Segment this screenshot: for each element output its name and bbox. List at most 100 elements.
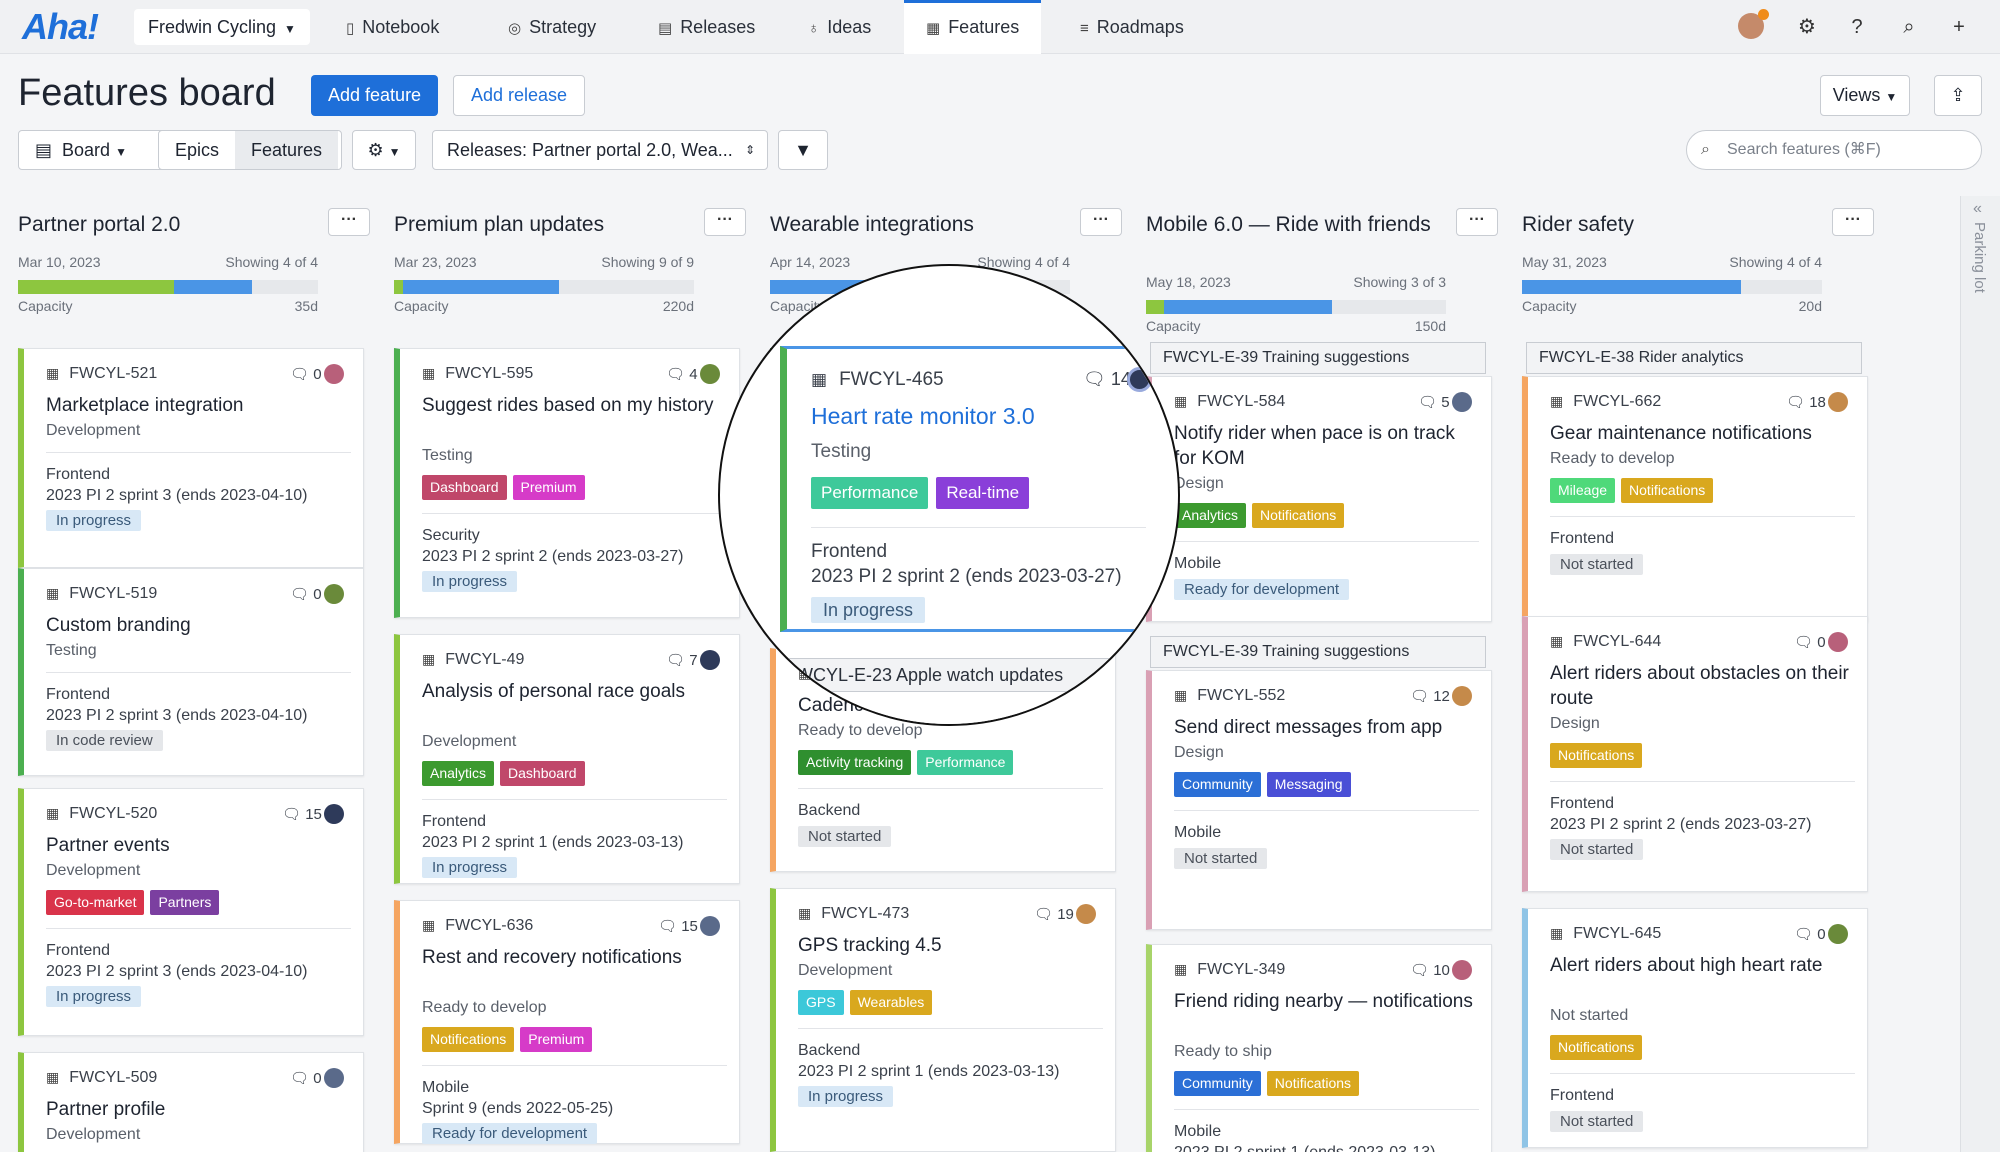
feature-card[interactable]: ▦ FWCYL-473 🗨 19 GPS tracking 4.5 Developm… [770,888,1116,1152]
tag[interactable]: Notifications [1550,743,1643,768]
releases-filter[interactable]: Releases: Partner portal 2.0, Wea... ⇕ [432,130,768,170]
feature-id[interactable]: ▦ FWCYL-644 [1550,633,1661,651]
feature-name[interactable]: Send direct messages from app [1174,717,1443,738]
feature-name[interactable]: Rest and recovery notifications [422,947,682,968]
feature-name[interactable]: Custom branding [46,615,191,636]
comment-count[interactable]: 🗨 0 [1794,925,1826,943]
assignee-avatar[interactable] [700,916,720,936]
add-feature-button[interactable]: Add feature [311,75,439,116]
tag[interactable]: Notifications [1252,503,1345,528]
feature-id[interactable]: ▦ FWCYL-595 [422,365,533,383]
feature-id[interactable]: ▦ FWCYL-662 [1550,393,1661,411]
release-name[interactable]: Rider safety [1522,213,1635,236]
tag[interactable]: Go-to-market [46,890,145,915]
feature-name[interactable]: Partner events [46,835,170,856]
feature-name[interactable]: Heart rate monitor 3.0 [811,403,1035,429]
assignee-avatar[interactable] [1452,392,1472,412]
add-release-button[interactable]: Add release [453,75,586,116]
nav-notebook[interactable]: ▯ Notebook [324,0,461,54]
feature-name[interactable]: Partner profile [46,1099,166,1120]
comment-count[interactable]: 🗨 10 [1410,961,1450,979]
tag[interactable]: Analytics [1174,503,1247,528]
comment-count[interactable]: 🗨 0 [290,585,322,603]
comment-count[interactable]: 🗨 4 [666,365,698,383]
board-view-selector[interactable]: ▤ Board ▼ [18,130,182,170]
assignee-avatar[interactable] [700,650,720,670]
feature-card[interactable]: ▦ FWCYL-349 🗨 10 Friend riding nearby — no… [1146,944,1492,1152]
release-name[interactable]: Mobile 6.0 — Ride with friends [1146,213,1431,236]
comment-count[interactable]: 🗨 14 [1083,369,1131,390]
comment-count[interactable]: 🗨 0 [1794,633,1826,651]
tag[interactable]: Dashboard [500,761,585,786]
comment-count[interactable]: 🗨 19 [1034,905,1074,923]
tag[interactable]: Dashboard [422,475,507,500]
feature-name[interactable]: Alert riders about high heart rate [1550,955,1823,976]
comment-count[interactable]: 🗨 0 [290,1069,322,1087]
assignee-avatar[interactable] [1828,632,1848,652]
tag[interactable]: Premium [520,1027,593,1052]
assignee-avatar[interactable] [324,584,344,604]
aha-logo[interactable]: Aha! [22,6,99,47]
feature-card[interactable]: ▦ FWCYL-49 🗨 7 Analysis of personal race g… [394,634,740,884]
gear-icon[interactable]: ⚙ [1798,16,1816,38]
epic-header[interactable]: FWCYL-E-38 Rider analytics [1526,342,1862,374]
feature-id[interactable]: ▦ FWCYL-473 [798,905,909,923]
feature-card[interactable]: ▦ FWCYL-519 🗨 0 Custom branding Testing Fr… [18,568,364,776]
feature-name[interactable]: Gear maintenance notifications [1550,423,1812,444]
tag[interactable]: Notifications [1550,1035,1643,1060]
feature-id[interactable]: ▦ FWCYL-349 [1174,961,1285,979]
tag[interactable]: Performance [917,750,1014,775]
nav-strategy[interactable]: ◎ Strategy [486,0,618,54]
assignee-avatar[interactable] [1452,960,1472,980]
tag[interactable]: Premium [512,475,585,500]
feature-card[interactable]: ▦ FWCYL-552 🗨 12 Send direct messages from… [1146,670,1492,930]
user-avatar[interactable] [1738,9,1769,39]
parking-lot-panel[interactable]: « Parking lot [1960,196,2000,1152]
column-more-button[interactable]: ··· [328,208,370,236]
column-more-button[interactable]: ··· [1832,208,1874,236]
release-name[interactable]: Premium plan updates [394,213,605,236]
column-more-button[interactable]: ··· [1456,208,1498,236]
assignee-avatar[interactable] [1452,686,1472,706]
feature-name[interactable]: Suggest rides based on my history [422,395,714,416]
feature-name[interactable]: Marketplace integration [46,395,244,416]
comment-count[interactable]: 🗨 15 [282,805,322,823]
assignee-avatar[interactable] [324,364,344,384]
feature-id[interactable]: ▦ FWCYL-520 [46,805,157,823]
settings-dropdown[interactable]: ⚙ ▼ [352,130,416,170]
tag[interactable]: GPS [798,990,844,1015]
features-toggle[interactable]: Features [235,131,339,169]
feature-id[interactable]: ▦ FWCYL-49 [422,651,524,669]
feature-name[interactable]: Analysis of personal race goals [422,681,685,702]
feature-name[interactable]: Alert riders about obstacles on their ro… [1550,663,1849,709]
epic-header[interactable]: FWCYL-E-39 Training suggestions [1150,636,1486,668]
feature-id[interactable]: ▦ FWCYL-521 [46,365,157,383]
assignee-avatar[interactable] [700,364,720,384]
feature-card[interactable]: ▦ FWCYL-584 🗨 5 Notify rider when pace is … [1146,376,1492,622]
feature-card[interactable]: ▦ FWCYL-662 🗨 18 Gear maintenance notifica… [1522,376,1868,622]
share-export-button[interactable]: ⇪ [1934,75,1982,116]
assignee-avatar[interactable] [324,1068,344,1088]
feature-id[interactable]: ▦ FWCYL-584 [1174,393,1285,411]
release-name[interactable]: Partner portal 2.0 [18,213,181,236]
plus-icon[interactable]: + [1953,16,1965,38]
workspace-selector[interactable]: Fredwin Cycling ▼ [134,9,310,45]
feature-id[interactable]: ▦ FWCYL-636 [422,917,533,935]
feature-id[interactable]: ▦ FWCYL-552 [1174,687,1285,705]
search-features-input[interactable]: ⌕ Search features (⌘F) [1686,130,1982,170]
tag[interactable]: Notifications [1266,1071,1360,1096]
tag[interactable]: Performance [811,477,929,509]
feature-id[interactable]: ▦ FWCYL-509 [46,1069,157,1087]
nav-releases[interactable]: ▤ Releases [636,0,777,54]
comment-count[interactable]: 🗨 0 [290,365,322,383]
assignee-avatar[interactable] [1828,392,1848,412]
assignee-avatar[interactable] [1828,924,1848,944]
zoomed-feature-card[interactable]: ▦ FWCYL-465 🗨 14 Heart rate monitor 3.0 T… [780,346,1160,632]
views-button[interactable]: Views ▼ [1820,75,1910,116]
tag[interactable]: Wearables [849,990,933,1015]
nav-roadmaps[interactable]: ≡ Roadmaps [1058,0,1206,54]
collapse-left-icon[interactable]: « [1973,200,1982,217]
feature-id[interactable]: ▦ FWCYL-645 [1550,925,1661,943]
release-name[interactable]: Wearable integrations [770,213,974,236]
feature-name[interactable]: Friend riding nearby — notifications [1174,991,1473,1012]
